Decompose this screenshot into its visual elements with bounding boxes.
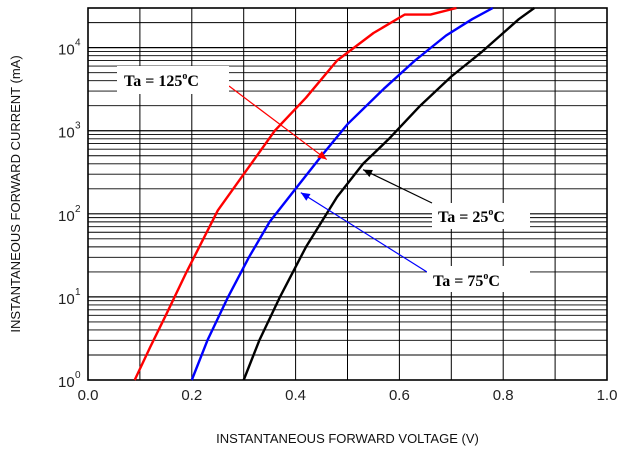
grid [88, 7, 607, 380]
x-tick-labels: 0.0 0.2 0.4 0.6 0.8 1.0 [78, 387, 618, 404]
x-tick-label: 0.6 [389, 387, 410, 404]
y-tick-label: 10 [58, 42, 75, 59]
x-tick-label: 0.8 [493, 387, 514, 404]
y-axis-label: INSTANTANEOUS FORWARD CURRENT (mA) [8, 55, 23, 332]
y-tick-label: 10 [58, 291, 75, 308]
x-tick-label: 0.2 [181, 387, 202, 404]
y-tick-exponent: 1 [75, 287, 81, 298]
series-layer [133, 6, 536, 381]
annotation-arrowhead [363, 169, 373, 178]
series-label: Ta = 125oC [124, 71, 199, 90]
annotation-leader-line [362, 169, 433, 204]
y-tick-exponent: 2 [75, 204, 81, 215]
plot-frame [87, 7, 608, 381]
x-tick-label: 0.0 [78, 387, 99, 404]
annotation-box [427, 266, 530, 292]
series-line-2 [242, 7, 536, 381]
annotation-arrowhead [300, 192, 311, 201]
y-tick-label: 10 [58, 208, 75, 225]
x-tick-label: 1.0 [597, 387, 618, 404]
series-line-1 [190, 6, 494, 381]
y-tick-exponent: 4 [75, 38, 81, 49]
annotation-box [432, 203, 530, 229]
y-tick-label: 10 [58, 125, 75, 142]
annotations: Ta = 125oC Ta = 25oC Ta = 75oC [117, 66, 530, 292]
series-label: Ta = 75oC [433, 271, 500, 290]
series-label: Ta = 25oC [438, 207, 505, 226]
series-line-0 [133, 6, 457, 381]
annotation-leader-line [300, 192, 428, 273]
x-tick-label: 0.4 [285, 387, 306, 404]
annotation-arrowhead [317, 150, 327, 160]
y-tick-exponent: 0 [75, 370, 81, 381]
y-tick-exponent: 3 [75, 121, 81, 132]
x-axis-label: INSTANTANEOUS FORWARD VOLTAGE (V) [216, 431, 479, 446]
y-tick-label: 10 [58, 374, 75, 391]
annotation-leader-line [228, 85, 328, 161]
annotation-box [117, 66, 229, 94]
